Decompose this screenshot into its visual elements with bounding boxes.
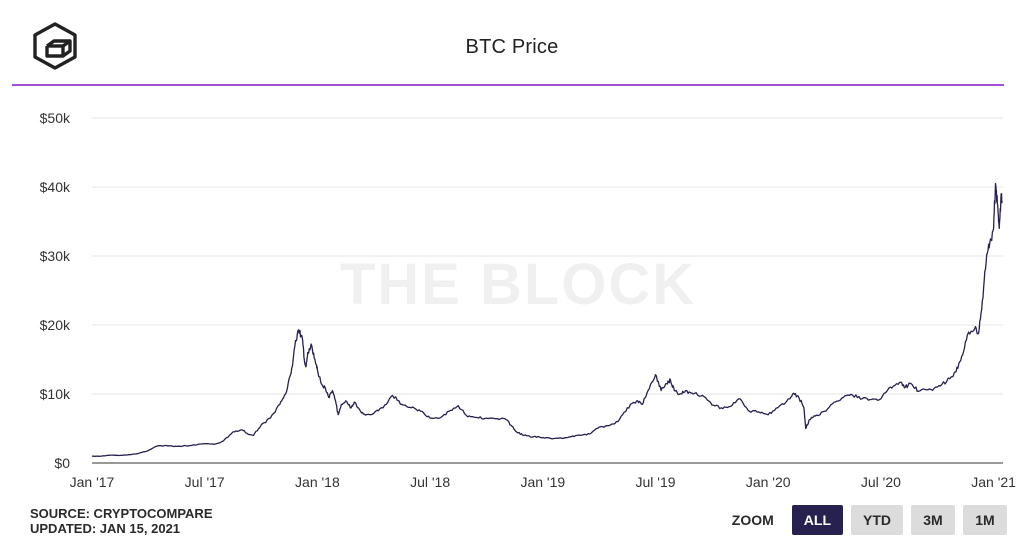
y-tick-label: $50k [40, 110, 71, 126]
y-tick-label: $30k [40, 248, 71, 264]
zoom-label: ZOOM [731, 512, 774, 528]
zoom-ytd-button[interactable]: YTD [851, 505, 903, 535]
zoom-1m-button[interactable]: 1M [963, 505, 1007, 535]
source-text: SOURCE: CRYPTOCOMPARE [30, 506, 213, 521]
btc-price-line [91, 182, 1003, 457]
x-tick-label: Jan '18 [295, 474, 340, 490]
x-tick-label: Jan '17 [70, 474, 115, 490]
y-tick-label: $20k [40, 317, 71, 333]
y-tick-label: $40k [40, 179, 71, 195]
btc-price-chart: THE BLOCK $0 $10k $20k $30k $40k $50k Jan '17 Ju… [40, 110, 1017, 490]
updated-text: UPDATED: JAN 15, 2021 [30, 521, 181, 536]
zoom-3m-button[interactable]: 3M [911, 505, 955, 535]
zoom-all-button[interactable]: ALL [791, 505, 843, 535]
zoom-controls: ZOOM ALL YTD 3M 1M [732, 505, 1007, 535]
x-tick-label: Jan '20 [746, 474, 791, 490]
y-tick-label: $10k [40, 386, 71, 402]
the-block-logo-icon [30, 20, 80, 72]
y-tick-label: $0 [54, 455, 70, 471]
watermark-text: THE BLOCK [340, 252, 696, 317]
chart-footer: SOURCE: CRYPTOCOMPARE UPDATED: JAN 15, 2… [30, 506, 213, 536]
x-tick-label: Jan '21 [971, 474, 1016, 490]
title-divider [12, 84, 1004, 86]
chart-title: BTC Price [465, 36, 559, 58]
x-tick-label: Jul '18 [410, 474, 450, 490]
x-tick-label: Jan '19 [520, 474, 565, 490]
x-tick-label: Jul '17 [185, 474, 225, 490]
x-tick-label: Jul '20 [861, 474, 901, 490]
x-tick-label: Jul '19 [635, 474, 675, 490]
